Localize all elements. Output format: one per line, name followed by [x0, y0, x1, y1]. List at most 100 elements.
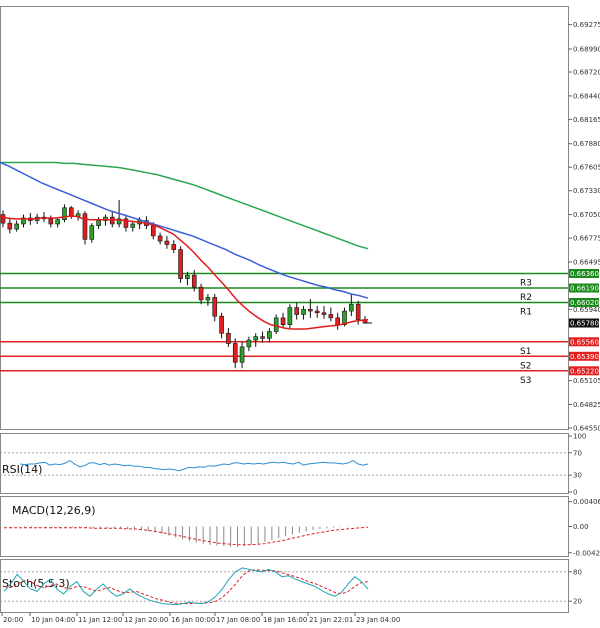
candle-body — [7, 222, 13, 230]
macd-tick-label: 0.004062 — [573, 498, 600, 506]
time-tick-label: 12 Jan 20:00 — [124, 616, 168, 624]
candle-body — [69, 207, 74, 217]
stoch-tick-label: 20 — [573, 598, 582, 606]
level-price-box — [569, 351, 599, 361]
price-tick-label: 0.67050 — [573, 211, 600, 219]
candle-body — [355, 303, 361, 320]
price-tick-label: 0.64825 — [573, 401, 600, 409]
candle-body — [164, 240, 170, 245]
time-tick-label: 16 Jan 00:00 — [171, 616, 215, 624]
candle-body — [294, 307, 299, 315]
rsi-tick-label: 100 — [573, 433, 586, 441]
level-price-label: 0.66020 — [570, 299, 599, 307]
level-price-box — [569, 337, 599, 347]
time-axis-ticks: 20:00 10 Jan 04:00 11 Jan 12:00 12 Jan 20:0… — [1, 612, 400, 624]
level-price-label: 0.66190 — [570, 285, 599, 293]
candle-body — [226, 332, 231, 344]
ma-green-line — [0, 161, 369, 250]
price-tick-label: 0.67605 — [573, 164, 600, 172]
level-price-box — [569, 366, 599, 376]
candle-body — [116, 218, 122, 225]
candle-body — [62, 207, 67, 221]
candle-body — [103, 216, 108, 221]
current-price-box — [569, 318, 599, 328]
price-tick-label: 0.68440 — [573, 92, 600, 100]
candle-body — [96, 220, 101, 226]
candle-body — [253, 336, 259, 341]
candle-body — [157, 235, 163, 242]
candle-body — [123, 218, 129, 228]
macd-tick-label: -0.004297 — [573, 549, 600, 557]
rsi-tick-label: 0 — [573, 489, 577, 497]
price-tick-label: 0.65940 — [573, 306, 600, 314]
candle-body — [342, 310, 347, 326]
price-tick-label: 0.65105 — [573, 377, 600, 385]
candle-body — [301, 309, 306, 315]
ma-blue-line — [0, 161, 369, 299]
macd-signal-line — [4, 526, 369, 546]
time-tick-label: 18 Jan 16:00 — [263, 616, 307, 624]
time-tick-label: 21 Jan 22:01 — [309, 616, 353, 624]
macd-label: MACD(12,26,9) — [12, 504, 96, 517]
price-tick-label: 0.68165 — [573, 116, 600, 124]
stoch-tick-label: 80 — [573, 568, 582, 576]
level-price-label: 0.65220 — [570, 367, 599, 375]
level-price-box — [569, 283, 599, 293]
candle-body — [178, 249, 183, 279]
current-price-label: 0.65780 — [570, 320, 599, 328]
candle-body — [308, 309, 313, 312]
macd-panel: 0.004062 0.00 -0.004297 — [4, 498, 600, 557]
price-tick-label: 0.64550 — [573, 425, 600, 433]
rsi-panel: 100 70 30 0 — [0, 433, 586, 497]
time-tick-label: 17 Jan 08:00 — [216, 616, 260, 624]
candle-body — [260, 336, 265, 339]
price-tick-label: 0.68990 — [573, 45, 600, 53]
candle-body — [89, 225, 95, 240]
stoch-main-line — [3, 567, 369, 606]
level-price-label: 0.65560 — [570, 338, 599, 346]
rsi-line — [19, 460, 369, 472]
candle-body — [246, 339, 252, 348]
price-tick-label: 0.66775 — [573, 235, 600, 243]
candle-body — [191, 274, 197, 288]
level-price-label: 0.65390 — [570, 353, 599, 361]
level-name-r1: R1 — [520, 308, 532, 318]
candle-body — [55, 219, 60, 225]
price-tick-label: 0.69275 — [573, 21, 600, 29]
candle-body — [185, 274, 190, 279]
price-tick-label: 0.66495 — [573, 258, 600, 266]
price-tick-label: 0.67330 — [573, 187, 600, 195]
candle-body — [239, 346, 245, 363]
price-axis-ticks: 0.69275 0.68990 0.68720 0.68440 0.68165 0.678… — [568, 21, 600, 433]
level-name-s3: S3 — [520, 376, 531, 386]
rsi-panel-frame — [0, 433, 569, 494]
level-price-box — [569, 298, 599, 308]
candle-body — [328, 314, 334, 319]
pivot-levels: 0.66360 R3 0.66190 R2 0.66020 R1 0.65560 S1 0.65… — [0, 268, 599, 386]
candle-body — [280, 317, 286, 326]
candle-body — [212, 297, 218, 317]
candle-body — [150, 225, 156, 237]
level-price-label: 0.66360 — [570, 270, 599, 278]
candle-body — [171, 244, 177, 250]
price-panel-frame — [0, 6, 569, 430]
candlesticks — [0, 200, 368, 369]
candle-body — [21, 217, 26, 225]
price-tick-label: 0.67880 — [573, 140, 600, 148]
stoch-panel-frame — [0, 559, 569, 613]
panel-frames — [0, 6, 569, 613]
candle-body — [349, 303, 354, 312]
level-name-s1: S1 — [520, 347, 531, 357]
stoch-panel: 80 20 — [0, 567, 582, 606]
rsi-label: RSI(14) — [2, 463, 42, 476]
candle-body — [205, 297, 211, 301]
time-tick-label: 11 Jan 12:00 — [78, 616, 122, 624]
time-tick-label: 10 Jan 04:00 — [31, 616, 75, 624]
level-name-r2: R2 — [520, 293, 532, 303]
candle-body — [287, 307, 293, 326]
rsi-tick-label: 30 — [573, 472, 582, 480]
level-name-s2: S2 — [520, 361, 531, 371]
level-price-box — [569, 268, 599, 278]
macd-tick-label: 0.00 — [573, 523, 589, 531]
